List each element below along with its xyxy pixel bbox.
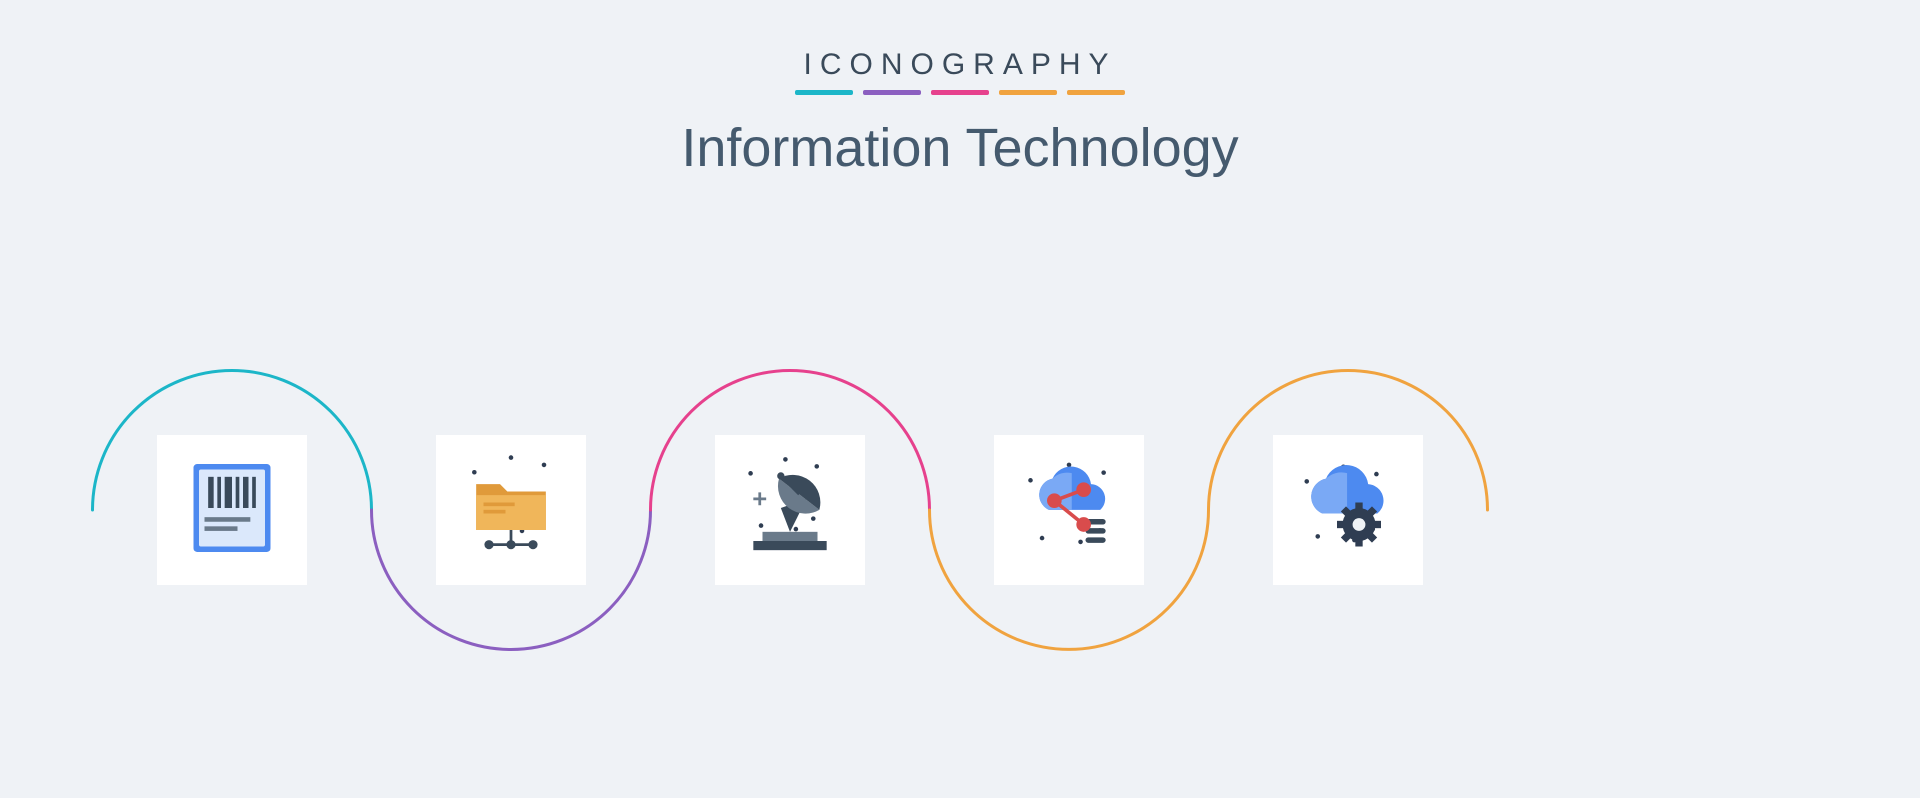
icon-tile — [436, 435, 586, 585]
cloud-gear-icon — [1293, 453, 1403, 568]
document-barcode-icon — [177, 453, 287, 568]
satellite-dish-icon — [735, 453, 845, 568]
icon-tile — [157, 435, 307, 585]
cloud-share-icon — [1014, 453, 1124, 568]
network-folder-icon — [456, 453, 566, 568]
icon-tile — [994, 435, 1144, 585]
icon-tile — [715, 435, 865, 585]
icon-tile — [1273, 435, 1423, 585]
connector-curves — [0, 0, 1920, 798]
